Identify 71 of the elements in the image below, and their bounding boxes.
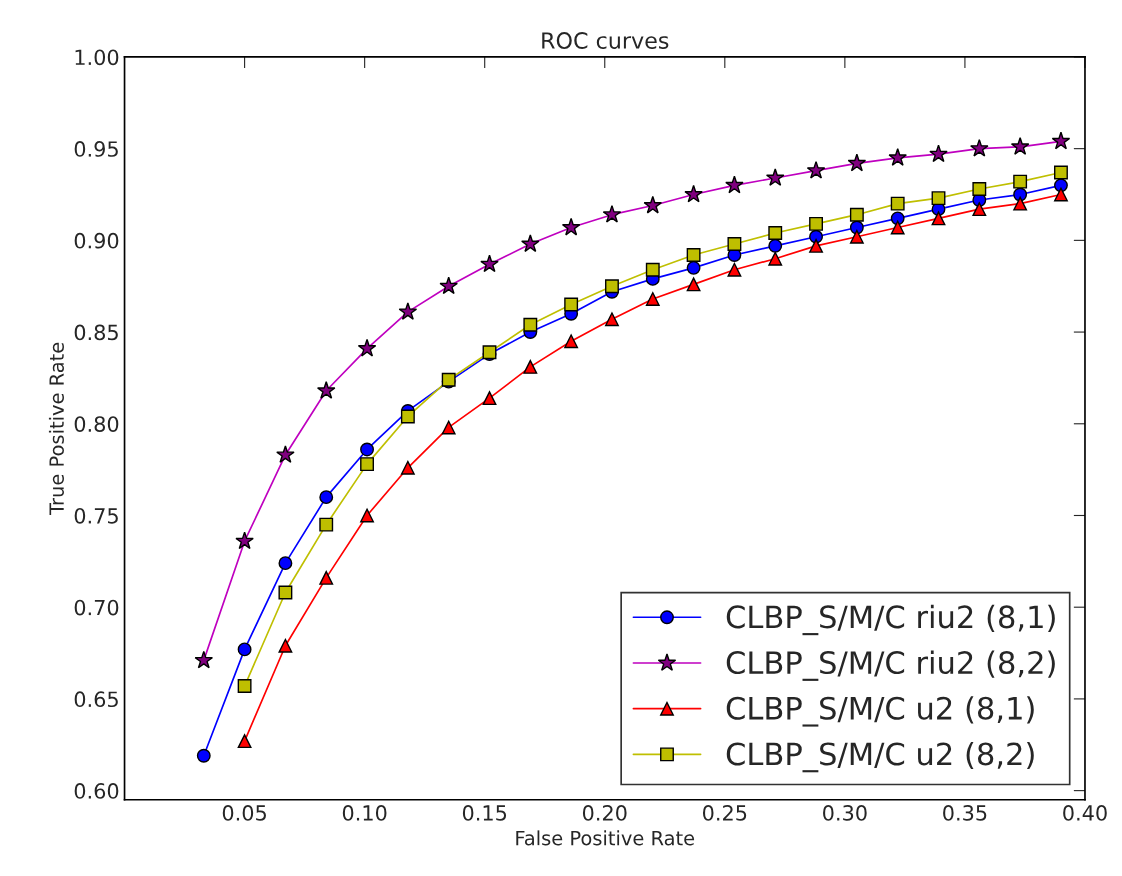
x-tick-label: 0.25 xyxy=(702,805,747,821)
point xyxy=(319,490,334,505)
point xyxy=(605,279,619,294)
point xyxy=(809,216,823,231)
x-tick-label: 0.10 xyxy=(342,805,387,821)
point xyxy=(564,334,579,349)
y-axis-title: True Positive Rate xyxy=(48,342,64,516)
point xyxy=(1013,174,1028,189)
x-axis-title: False Positive Rate xyxy=(516,830,695,846)
point xyxy=(523,317,538,332)
point xyxy=(686,248,701,262)
y-tick-label: 0.90 xyxy=(74,232,119,249)
point xyxy=(319,570,334,585)
point xyxy=(972,202,987,217)
point xyxy=(360,508,374,523)
point xyxy=(645,292,660,306)
point xyxy=(727,237,742,251)
point xyxy=(564,297,579,312)
point xyxy=(686,260,701,275)
point xyxy=(727,262,742,277)
point xyxy=(768,226,783,240)
point xyxy=(360,457,374,472)
legend-label: CLBP_S/M/C riu2 (8,1) xyxy=(726,604,1055,636)
point xyxy=(237,734,252,749)
point xyxy=(400,409,415,424)
point xyxy=(278,556,293,571)
point xyxy=(196,748,211,763)
y-tick-label: 0.95 xyxy=(74,141,118,157)
point xyxy=(482,391,497,406)
point xyxy=(890,220,905,235)
point xyxy=(237,679,252,694)
x-tick-label: 0.15 xyxy=(462,805,507,821)
legend-label: CLBP_S/M/C u2 (8,2) xyxy=(726,741,1034,773)
y-tick-label: 0.65 xyxy=(74,691,118,708)
point xyxy=(931,211,946,226)
legend-label: CLBP_S/M/C u2 (8,1) xyxy=(726,696,1034,727)
x-tick-label: 0.05 xyxy=(222,805,266,821)
point xyxy=(768,251,783,266)
point xyxy=(849,207,864,222)
point xyxy=(809,238,823,253)
point xyxy=(523,359,538,374)
point xyxy=(890,196,905,211)
x-tick-label: 0.30 xyxy=(823,805,867,821)
point xyxy=(1013,196,1028,211)
point xyxy=(1054,165,1068,180)
point xyxy=(768,238,783,253)
chart-title: ROC curves xyxy=(542,32,669,49)
y-tick-label: 0.70 xyxy=(74,599,119,616)
y-tick-label: 0.75 xyxy=(74,507,118,524)
legend-label: CLBP_S/M/C riu2 (8,2) xyxy=(726,650,1055,681)
point xyxy=(931,191,946,206)
point xyxy=(319,517,334,532)
point xyxy=(605,312,619,327)
y-tick-label: 0.80 xyxy=(74,416,119,432)
x-tick-label: 0.40 xyxy=(1063,805,1107,821)
point xyxy=(849,229,864,244)
y-tick-label: 0.85 xyxy=(74,324,118,341)
y-tick-label: 1.00 xyxy=(75,49,119,66)
point xyxy=(400,460,415,475)
point xyxy=(645,262,660,277)
x-tick-label: 0.35 xyxy=(943,805,987,821)
point xyxy=(278,585,293,600)
point xyxy=(972,182,987,196)
point xyxy=(278,638,293,653)
point xyxy=(1054,187,1068,202)
point xyxy=(686,277,701,292)
point xyxy=(360,442,374,457)
point xyxy=(441,420,456,435)
point xyxy=(237,642,252,657)
x-tick-label: 0.20 xyxy=(582,805,627,821)
y-tick-label: 0.60 xyxy=(74,783,119,799)
